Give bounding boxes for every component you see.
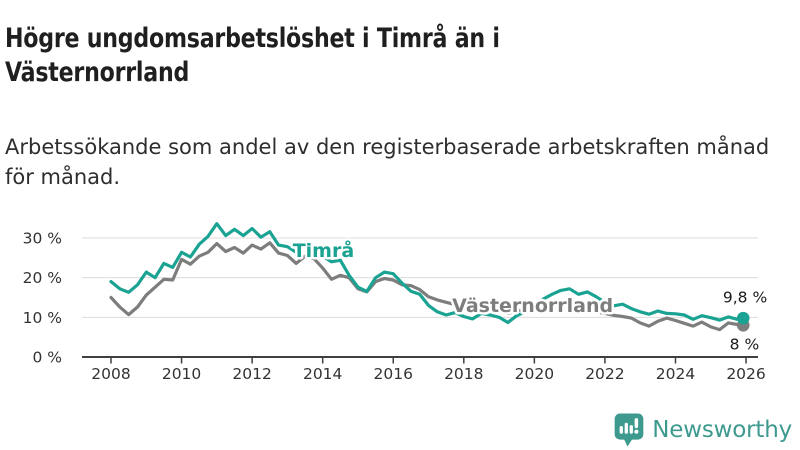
line-chart: 0 % 10 % 20 % 30 % 2008 2010 2012 2014 2016 2018 2… (0, 205, 800, 400)
page-title: Högre ungdomsarbetslöshet i Timrå än i V… (5, 23, 500, 88)
x-axis-tick-label: 2012 (232, 365, 271, 383)
newsworthy-logo-icon (614, 413, 644, 447)
x-axis-tick-label: 2018 (444, 365, 483, 383)
x-axis-tick-label: 2008 (91, 365, 130, 383)
series-line (109, 222, 745, 325)
x-axis-tick-label: 2024 (656, 365, 695, 383)
x-axis-tick-label: 2014 (303, 365, 342, 383)
unemployment-line-chart: 0 % 10 % 20 % 30 % 2008 2010 2012 2014 2016 2018 2… (23, 222, 767, 383)
newsworthy-logo: Newsworthy (614, 413, 792, 447)
x-axis-tick-label: 2016 (374, 365, 413, 383)
y-axis-tick-label: 30 % (23, 229, 62, 247)
chart-subtitle: Arbetssökande som andel av den registerb… (5, 135, 770, 189)
y-axis-tick-label: 10 % (23, 309, 62, 327)
x-axis-tick-label: 2020 (515, 365, 554, 383)
series-line (109, 241, 745, 332)
x-axis-tick-label: 2026 (726, 365, 765, 383)
x-axis-tick-label: 2010 (162, 365, 201, 383)
series-end-dot (736, 311, 750, 325)
series-label: Västernorrland (452, 295, 613, 317)
y-axis-tick-label: 20 % (23, 269, 62, 287)
y-axis-tick-label: 0 % (32, 349, 62, 367)
series-end-value: 9,8 % (723, 289, 767, 307)
newsworthy-logo-text: Newsworthy (652, 417, 792, 443)
series-label: Timrå (293, 238, 354, 262)
series-end-value: 8 % (730, 335, 760, 353)
x-axis-tick-label: 2022 (585, 365, 624, 383)
